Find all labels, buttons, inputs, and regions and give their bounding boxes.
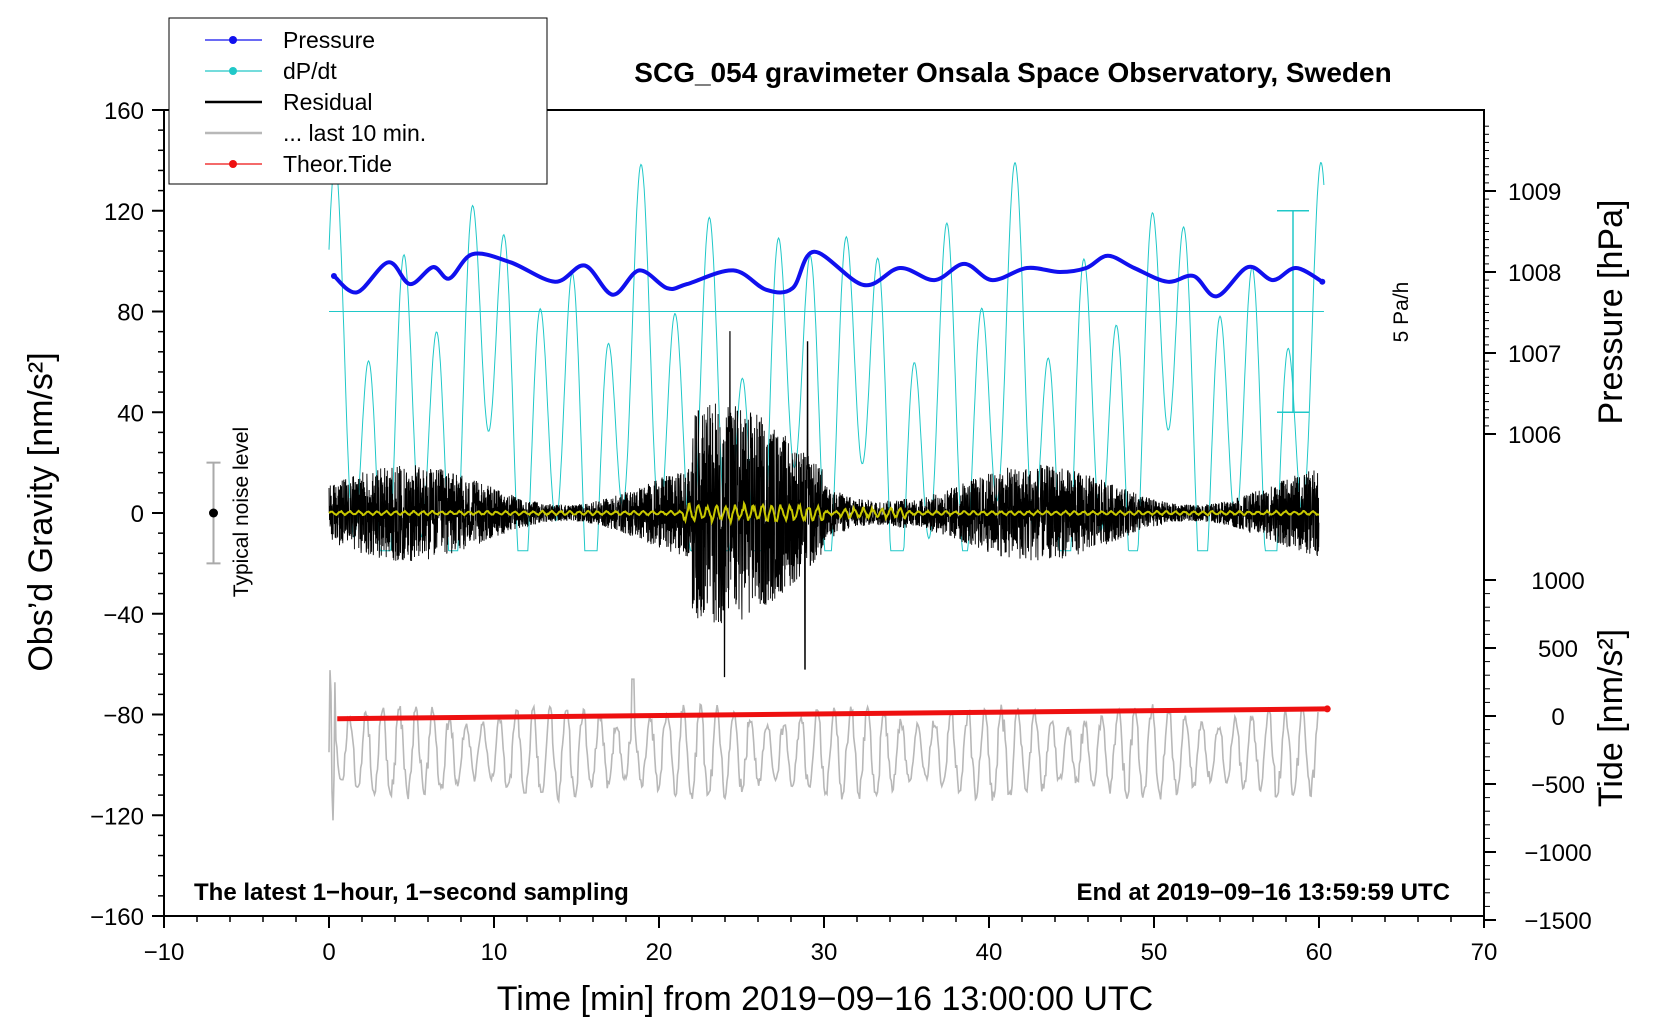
pressure-tick-label: 1007 <box>1508 341 1561 368</box>
dpdt-line <box>328 161 1325 552</box>
tide-tick-label: −500 <box>1531 772 1585 799</box>
tide-line <box>337 706 1328 722</box>
y-tick-label: 120 <box>104 199 144 226</box>
dpdt-scale-label: 5 Pa/h <box>1390 282 1413 343</box>
chart-title: SCG_054 gravimeter Onsala Space Observat… <box>634 57 1391 88</box>
residual-line <box>328 331 1320 678</box>
x-tick-label: 50 <box>1141 939 1168 966</box>
axis-layer: −10 0 10 20 30 40 50 60 70 160 120 80 40 0 −40 −80 −120 −… <box>90 98 1592 966</box>
x-tick-label: −10 <box>144 939 185 966</box>
x-tick-label: 60 <box>1306 939 1333 966</box>
pressure-point <box>330 273 337 280</box>
x-tick-label: 70 <box>1471 939 1498 966</box>
legend-label: Residual <box>283 89 373 115</box>
tide-point <box>1323 705 1331 713</box>
y-axis-title-pressure: Pressure [hPa] <box>1592 200 1630 425</box>
x-tick-label: 30 <box>811 939 838 966</box>
legend-label: Theor.Tide <box>283 151 392 177</box>
legend-label: Pressure <box>283 27 375 53</box>
tide-tick-label: 1000 <box>1531 568 1584 595</box>
tide-tick-label: 500 <box>1538 636 1578 663</box>
x-tick-label: 0 <box>322 939 335 966</box>
y-tick-label: 160 <box>104 98 144 125</box>
x-axis-title: Time [min] from 2019−09−16 13:00:00 UTC <box>497 980 1153 1018</box>
y-tick-label: 40 <box>117 400 144 427</box>
tide-tick-label: −1000 <box>1524 840 1591 867</box>
tide-tick-label: 0 <box>1551 704 1564 731</box>
y-axis-title-tide: Tide [nm/s²] <box>1592 629 1630 807</box>
tide-tick-label: −1500 <box>1524 908 1591 935</box>
legend-marker <box>229 67 237 75</box>
y-tick-label: −120 <box>90 803 144 830</box>
noise-level-label: Typical noise level <box>230 427 253 597</box>
y-tick-label: −40 <box>103 602 144 629</box>
y-tick-label: −80 <box>103 703 144 730</box>
legend-marker <box>229 160 237 168</box>
legend-label: dP/dt <box>283 58 337 84</box>
x-tick-label: 10 <box>481 939 508 966</box>
series-layer <box>206 161 1331 821</box>
pressure-point <box>1319 278 1326 285</box>
pressure-tick-label: 1009 <box>1508 179 1561 206</box>
pressure-tick-label: 1008 <box>1508 260 1561 287</box>
noise-dot <box>209 508 218 518</box>
y-tick-label: −160 <box>90 904 144 931</box>
bottom-left-note: The latest 1−hour, 1−second sampling <box>194 879 629 906</box>
pressure-line <box>332 249 1324 299</box>
x-tick-label: 20 <box>646 939 673 966</box>
bottom-right-note: End at 2019−09−16 13:59:59 UTC <box>1076 879 1450 906</box>
y-tick-label: 0 <box>131 501 144 528</box>
y-tick-label: 80 <box>117 300 144 327</box>
x-tick-label: 40 <box>976 939 1003 966</box>
legend: Pressure dP/dt Residual ... last 10 min. The… <box>168 17 548 185</box>
legend-label: ... last 10 min. <box>283 120 426 146</box>
filtered-residual-line <box>328 500 1320 527</box>
legend-marker <box>229 36 237 44</box>
pressure-tick-label: 1006 <box>1508 422 1561 449</box>
y-axis-title-left: Obs’d Gravity [nm/s²] <box>22 352 60 671</box>
